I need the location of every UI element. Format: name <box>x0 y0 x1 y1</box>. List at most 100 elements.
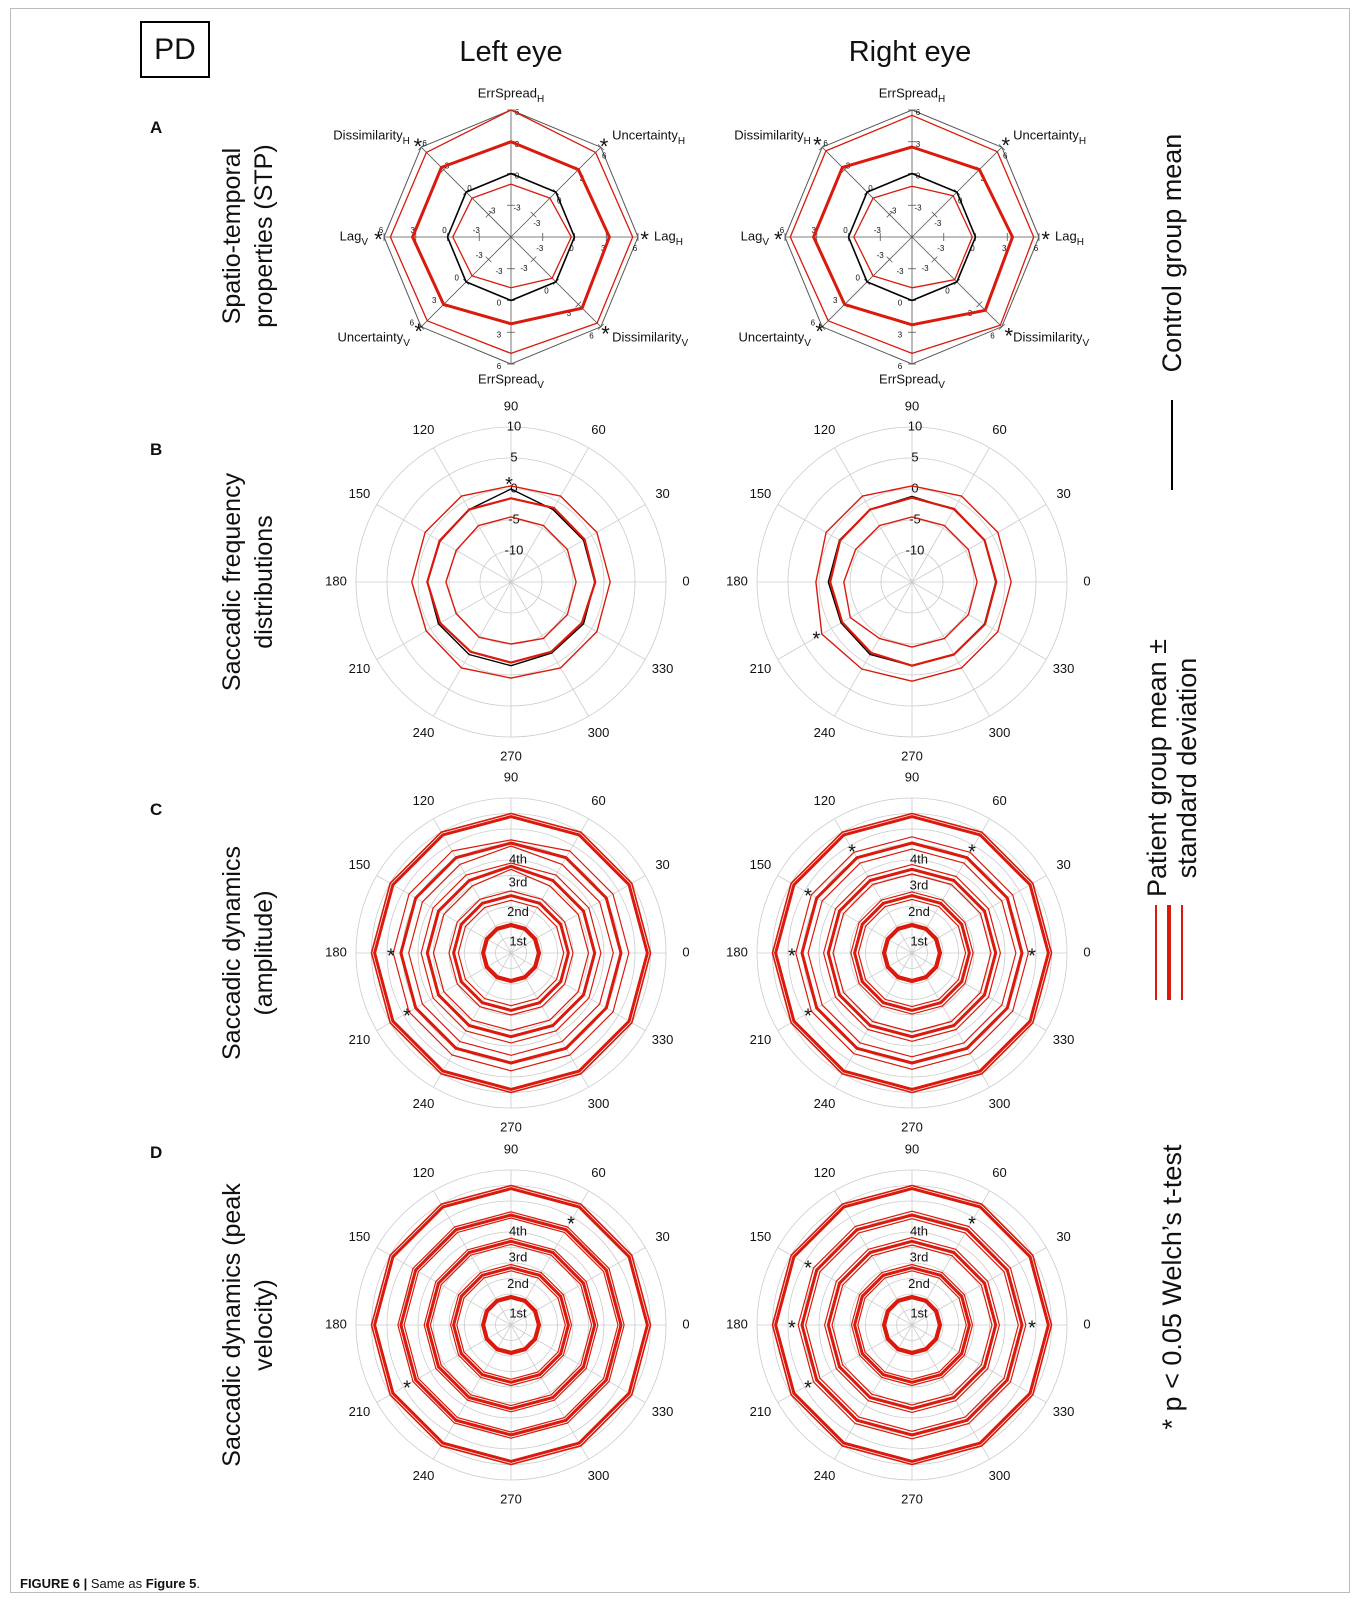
patient-sd-high <box>795 836 1029 1070</box>
significance-marker: * <box>387 945 395 967</box>
theta-label: 270 <box>901 748 923 763</box>
theta-label: 0 <box>682 944 689 959</box>
polar-spoke <box>510 1324 646 1403</box>
significance-marker: * <box>848 841 856 863</box>
theta-label: 30 <box>655 486 669 501</box>
panel-letter-d: D <box>150 1143 163 1162</box>
polar-spoke <box>510 581 646 660</box>
radar-tick-label: 3 <box>411 226 416 235</box>
radar-axis-subscript: H <box>938 94 945 105</box>
theta-label: 210 <box>750 661 772 676</box>
theta-label: 300 <box>588 1096 610 1111</box>
patient-line <box>452 894 570 1012</box>
column-title-right: Right eye <box>848 36 972 68</box>
polar-spoke <box>911 1324 1047 1403</box>
radar-tick-label: 0 <box>856 274 861 283</box>
radar-tick-label: 3 <box>497 330 502 339</box>
significance-marker: * <box>601 321 610 346</box>
radar-tick-label: 0 <box>970 244 975 253</box>
figure-label: PD <box>154 33 196 66</box>
theta-label: 150 <box>750 486 772 501</box>
theta-label: 120 <box>413 422 435 437</box>
significance-marker: * <box>788 945 796 967</box>
significance-marker: * <box>804 1377 812 1399</box>
polar-spoke <box>911 875 1047 954</box>
theta-label: 240 <box>814 1096 836 1111</box>
radar-tick-label: -3 <box>896 267 904 276</box>
theta-label: 300 <box>588 725 610 740</box>
patient-line <box>481 1295 541 1355</box>
polar-spoke <box>777 1247 913 1326</box>
radar-tick-label: 0 <box>467 184 472 193</box>
ring-label: 2nd <box>507 904 529 919</box>
theta-label: 180 <box>325 1316 347 1331</box>
patient-sd-high <box>423 1237 599 1413</box>
radar-tick-label: -3 <box>495 267 503 276</box>
patient-line <box>445 516 577 645</box>
r-tick-label: 10 <box>908 418 922 433</box>
radar-axis-subscript: H <box>676 237 683 248</box>
radar-tick <box>819 323 826 330</box>
panel-letter-a: A <box>150 118 163 137</box>
patient-line <box>800 841 1024 1065</box>
theta-label: 150 <box>750 857 772 872</box>
theta-label: 150 <box>349 1229 371 1244</box>
patient-sd-high <box>797 1210 1027 1440</box>
radar-axis-subscript: V <box>537 380 544 391</box>
polar-rings-chart-5: 0 30 60 90 120 150 180 210 240 270 300 330 1st 2nd 3rd… <box>726 769 1090 1134</box>
theta-label: 0 <box>682 573 689 588</box>
theta-label: 240 <box>814 725 836 740</box>
radar-tick-label: -3 <box>889 206 897 215</box>
significance-marker: * <box>374 227 383 252</box>
theta-label: 0 <box>1083 573 1090 588</box>
ring-label: 1st <box>910 934 928 949</box>
theta-label: 300 <box>588 1468 610 1483</box>
polar-spoke <box>777 1324 913 1403</box>
radar-tick-label: 3 <box>898 330 903 339</box>
polar-spoke <box>777 581 913 660</box>
radar-tick-label: 6 <box>379 226 384 235</box>
radar-tick-label: 3 <box>432 296 437 305</box>
theta-label: 60 <box>591 422 605 437</box>
radar-axis-subscript: V <box>938 380 945 391</box>
caption-ref: Figure 5 <box>145 1576 197 1591</box>
theta-label: 300 <box>989 725 1011 740</box>
theta-label: 270 <box>500 1491 522 1506</box>
radar-tick-label: 0 <box>442 226 447 235</box>
radar-tick-label: 3 <box>812 226 817 235</box>
radar-tick-label: 0 <box>898 299 903 308</box>
radar-axis-label: LagV <box>340 228 369 248</box>
radar-axis-subscript: H <box>1077 237 1084 248</box>
theta-label: 30 <box>655 1229 669 1244</box>
polar-spoke <box>911 1247 1047 1326</box>
patient-line <box>826 867 998 1039</box>
radar-axis-label: DissimilarityH <box>333 127 410 147</box>
significance-marker: * <box>968 1213 976 1235</box>
patient-line <box>815 485 1012 682</box>
significance-marker: * <box>414 134 423 159</box>
patient-line <box>452 183 572 289</box>
patient-sd-low <box>831 1244 993 1406</box>
significance-marker: * <box>1028 1317 1036 1339</box>
patient-sd-low <box>857 898 967 1008</box>
radar-tick-label: -3 <box>513 203 521 212</box>
radar-axis-label: UncertaintyV <box>738 330 811 350</box>
radar-tick-label: -3 <box>874 226 882 235</box>
polar-spoke <box>433 581 512 717</box>
radar-tick <box>886 211 893 218</box>
ring-label: 3rd <box>910 1250 929 1265</box>
theta-label: 60 <box>591 1165 605 1180</box>
significance-marker: * <box>774 227 783 252</box>
radar-tick-label: 0 <box>843 226 848 235</box>
theta-label: 330 <box>1053 1404 1075 1419</box>
polar-spoke <box>911 952 1047 1031</box>
theta-label: 210 <box>750 1032 772 1047</box>
polar-spoke <box>433 447 512 583</box>
theta-label: 90 <box>905 769 919 784</box>
theta-label: 180 <box>726 1316 748 1331</box>
radar-tick-label: 6 <box>422 139 427 148</box>
radar-tick-label: 6 <box>410 319 415 328</box>
r-tick-label: 10 <box>507 418 521 433</box>
